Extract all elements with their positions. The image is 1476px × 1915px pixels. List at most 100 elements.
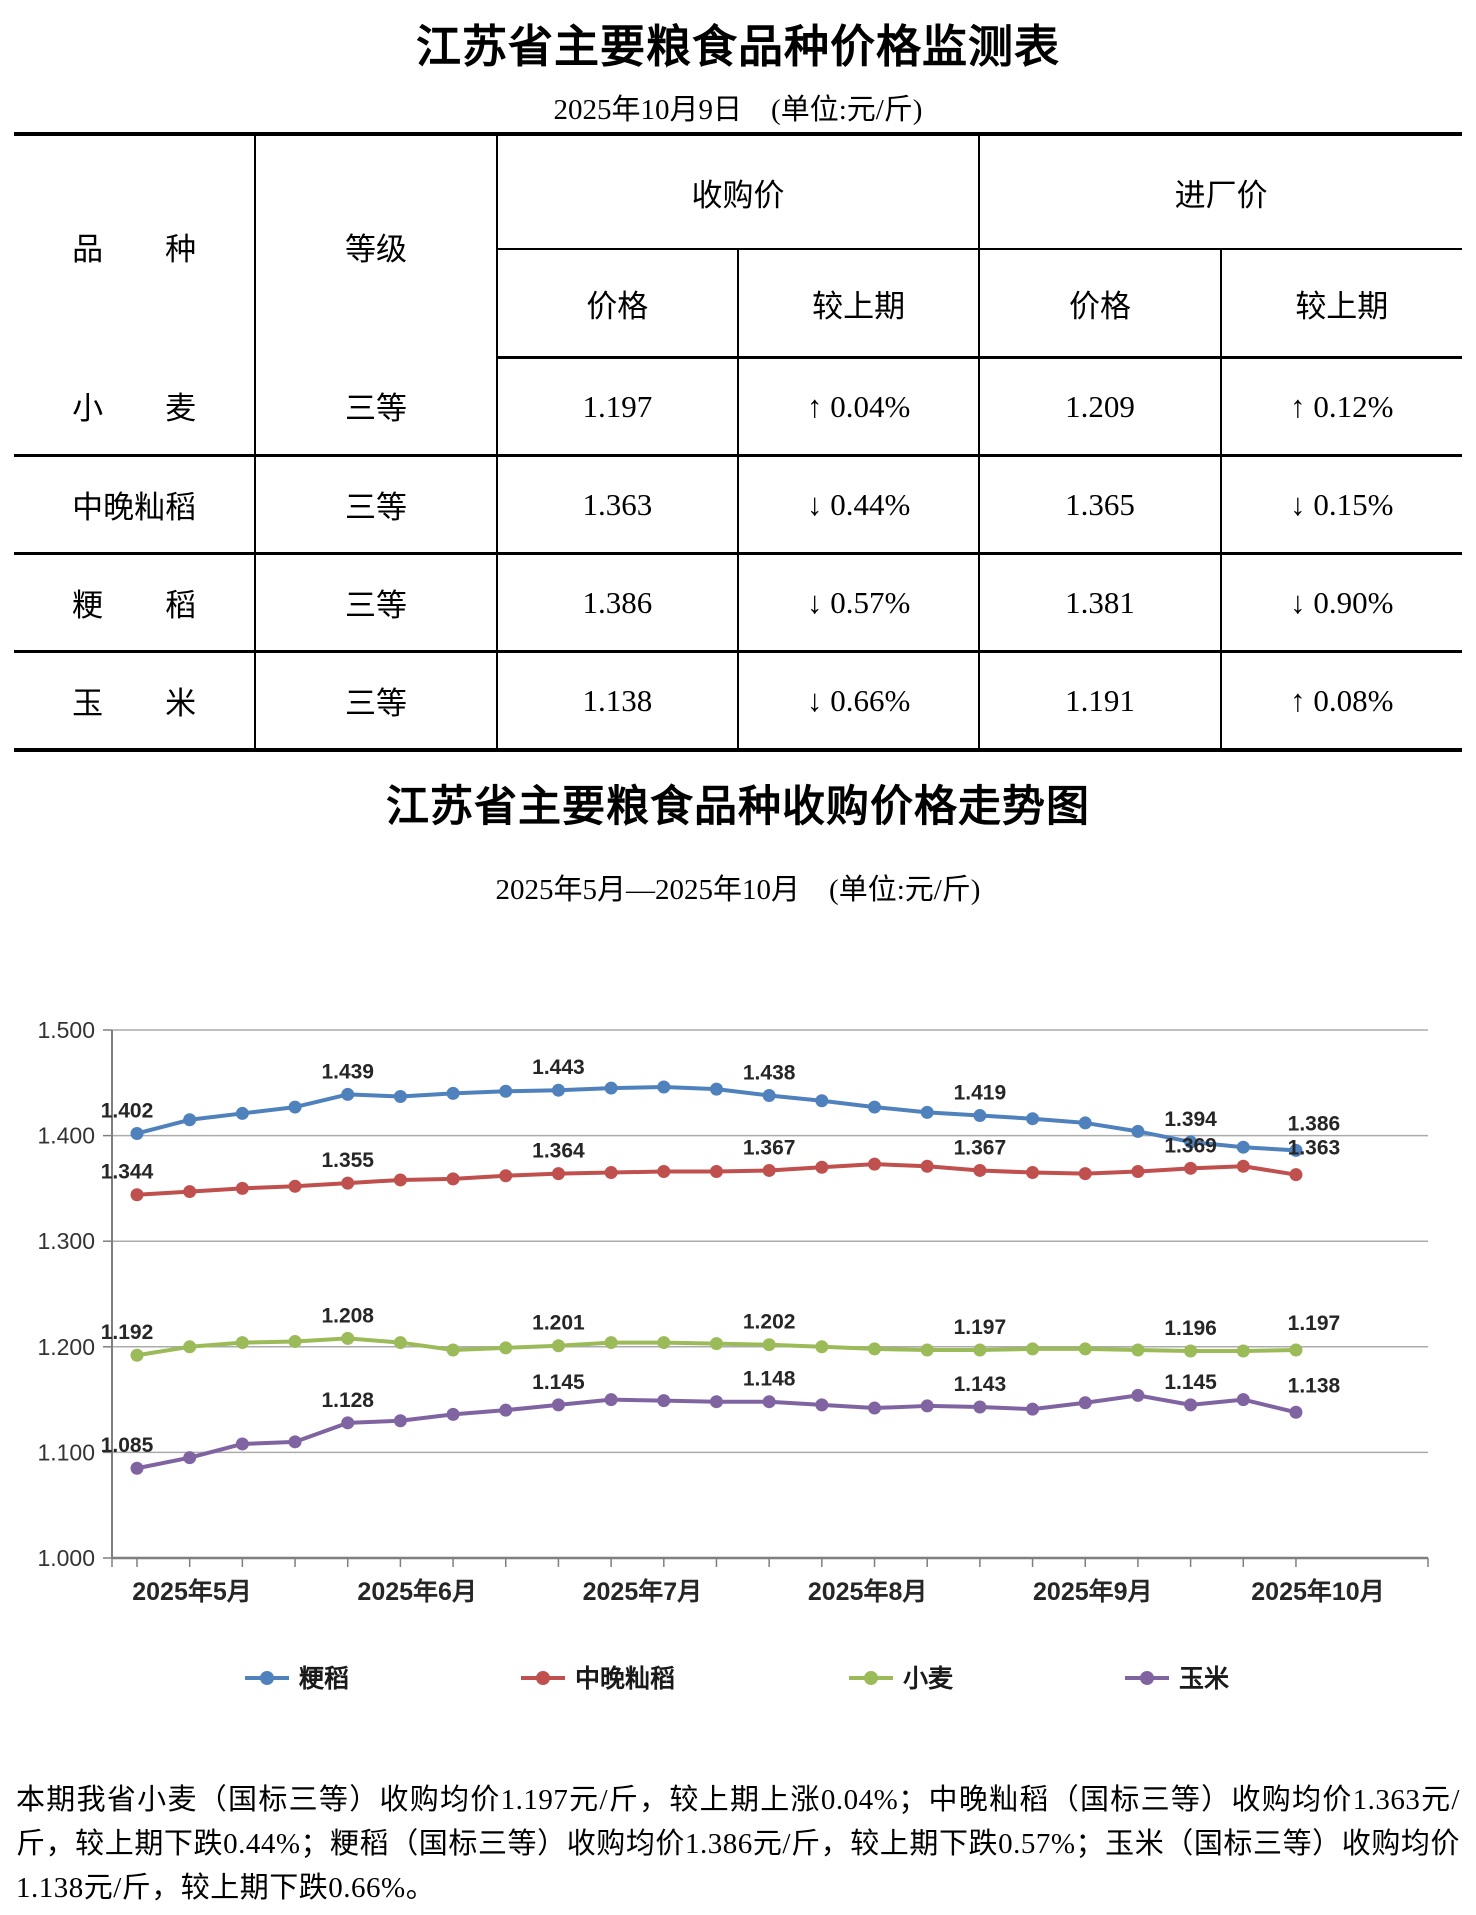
x-axis-label: 2025年7月 xyxy=(583,1577,703,1606)
data-point xyxy=(235,1336,249,1350)
data-point xyxy=(446,1343,460,1357)
data-point xyxy=(762,1395,776,1409)
data-point xyxy=(1236,1159,1250,1173)
data-point xyxy=(709,1337,723,1351)
data-point xyxy=(1026,1342,1040,1356)
data-point xyxy=(604,1393,618,1407)
grade-cell: 三等 xyxy=(255,553,498,653)
price-table-wrapper: 品 种 等级 收购价 进厂价 价格 较上期 价格 较上期 小 麦三等 1.197 ↑… xyxy=(14,132,1462,752)
y-tick-label: 1.400 xyxy=(37,1123,95,1149)
data-label: 1.202 xyxy=(743,1311,796,1334)
data-point xyxy=(446,1172,460,1186)
data-point xyxy=(130,1348,144,1362)
variety-cell: 粳 稻 xyxy=(14,553,257,653)
data-point xyxy=(973,1109,987,1123)
table-header-row-1: 品 种 等级 收购价 进厂价 xyxy=(14,134,1462,358)
price-table: 品 种 等级 收购价 进厂价 价格 较上期 价格 较上期 小 麦三等 1.197 ↑… xyxy=(14,132,1462,752)
data-point xyxy=(393,1414,407,1428)
header-factory-price: 价格 xyxy=(979,249,1222,359)
data-label: 1.197 xyxy=(1288,1312,1341,1335)
data-point xyxy=(393,1336,407,1350)
price-trend-chart: 1.500 1.400 1.300 1.200 1.100 1.000 2025年5月 202… xyxy=(37,1017,1429,1693)
data-point xyxy=(499,1403,513,1417)
data-label: 1.394 xyxy=(1164,1108,1217,1131)
data-label: 1.145 xyxy=(532,1371,585,1394)
data-point xyxy=(709,1082,723,1096)
variety-cell: 中晚籼稻 xyxy=(14,455,257,555)
table-header-row-2: 价格 较上期 价格 较上期 xyxy=(14,249,1462,359)
chart-title: 江苏省主要粮食品种收购价格走势图 xyxy=(386,784,1090,831)
data-point xyxy=(762,1338,776,1352)
x-axis-label: 2025年6月 xyxy=(357,1577,477,1606)
purchase-change-cell: ↑ 0.04% xyxy=(737,357,981,457)
x-axis-label: 2025年10月 xyxy=(1251,1577,1384,1606)
data-point xyxy=(288,1179,302,1193)
data-label: 1.363 xyxy=(1288,1137,1341,1160)
data-point xyxy=(288,1435,302,1449)
data-point xyxy=(551,1167,565,1181)
data-point xyxy=(341,1087,355,1101)
y-tick-label: 1.100 xyxy=(37,1439,95,1465)
data-label: 1.355 xyxy=(321,1149,374,1172)
data-label: 1.344 xyxy=(101,1161,154,1184)
data-point xyxy=(1131,1343,1145,1357)
data-point xyxy=(1184,1398,1198,1412)
data-point xyxy=(446,1407,460,1421)
data-point xyxy=(130,1126,144,1140)
data-label: 1.402 xyxy=(101,1099,154,1122)
y-tick-label: 1.000 xyxy=(37,1545,95,1571)
data-label: 1.148 xyxy=(743,1368,796,1391)
header-factory-group: 进厂价 xyxy=(979,134,1462,250)
legend-marker-dot xyxy=(1140,1671,1154,1685)
purchase-price-cell: 1.138 xyxy=(496,651,739,750)
data-point xyxy=(446,1086,460,1100)
data-point xyxy=(868,1401,882,1415)
page-subtitle: 2025年10月9日 (单位:元/斤) xyxy=(553,94,923,126)
data-point xyxy=(762,1088,776,1102)
data-point xyxy=(393,1090,407,1104)
data-label: 1.208 xyxy=(321,1304,374,1327)
data-point xyxy=(1026,1402,1040,1416)
data-point xyxy=(868,1100,882,1114)
chart-subtitle: 2025年5月—2025年10月 (单位:元/斤) xyxy=(495,874,981,906)
data-point xyxy=(657,1394,671,1408)
data-point xyxy=(973,1163,987,1177)
data-point xyxy=(709,1395,723,1409)
data-point xyxy=(235,1437,249,1451)
data-point xyxy=(1078,1167,1092,1181)
legend-marker-dot xyxy=(864,1671,878,1685)
data-point xyxy=(288,1100,302,1114)
data-point xyxy=(1078,1396,1092,1410)
data-point xyxy=(1131,1124,1145,1138)
data-point xyxy=(183,1185,197,1199)
variety-cell: 小 麦 xyxy=(14,357,257,457)
data-point xyxy=(288,1335,302,1349)
variety-cell: 玉 米 xyxy=(14,651,257,750)
data-point xyxy=(604,1166,618,1180)
data-point xyxy=(1078,1116,1092,1130)
data-point xyxy=(920,1105,934,1119)
data-point xyxy=(973,1343,987,1357)
header-purchase-price: 价格 xyxy=(496,249,739,359)
header-factory-change: 较上期 xyxy=(1220,249,1462,359)
header-variety: 品 种 xyxy=(14,134,257,358)
table-row: 粳 稻三等 1.386 ↓ 0.57% 1.381 ↓ 0.90% xyxy=(14,553,1462,653)
data-point xyxy=(130,1188,144,1202)
data-point xyxy=(1078,1342,1092,1356)
data-point xyxy=(1184,1344,1198,1358)
data-point xyxy=(604,1336,618,1350)
data-label: 1.085 xyxy=(101,1434,154,1457)
grade-cell: 三等 xyxy=(255,651,498,750)
data-point xyxy=(499,1341,513,1355)
data-point xyxy=(868,1157,882,1171)
data-point xyxy=(920,1343,934,1357)
data-label: 1.138 xyxy=(1288,1374,1341,1397)
data-point xyxy=(499,1169,513,1183)
data-point xyxy=(815,1160,829,1174)
factory-price-cell: 1.381 xyxy=(979,553,1222,653)
data-label: 1.201 xyxy=(532,1312,585,1335)
data-point xyxy=(1289,1143,1303,1157)
legend-label: 中晚籼稻 xyxy=(575,1665,675,1693)
header-purchase-group: 收购价 xyxy=(496,134,981,250)
data-point xyxy=(551,1339,565,1353)
